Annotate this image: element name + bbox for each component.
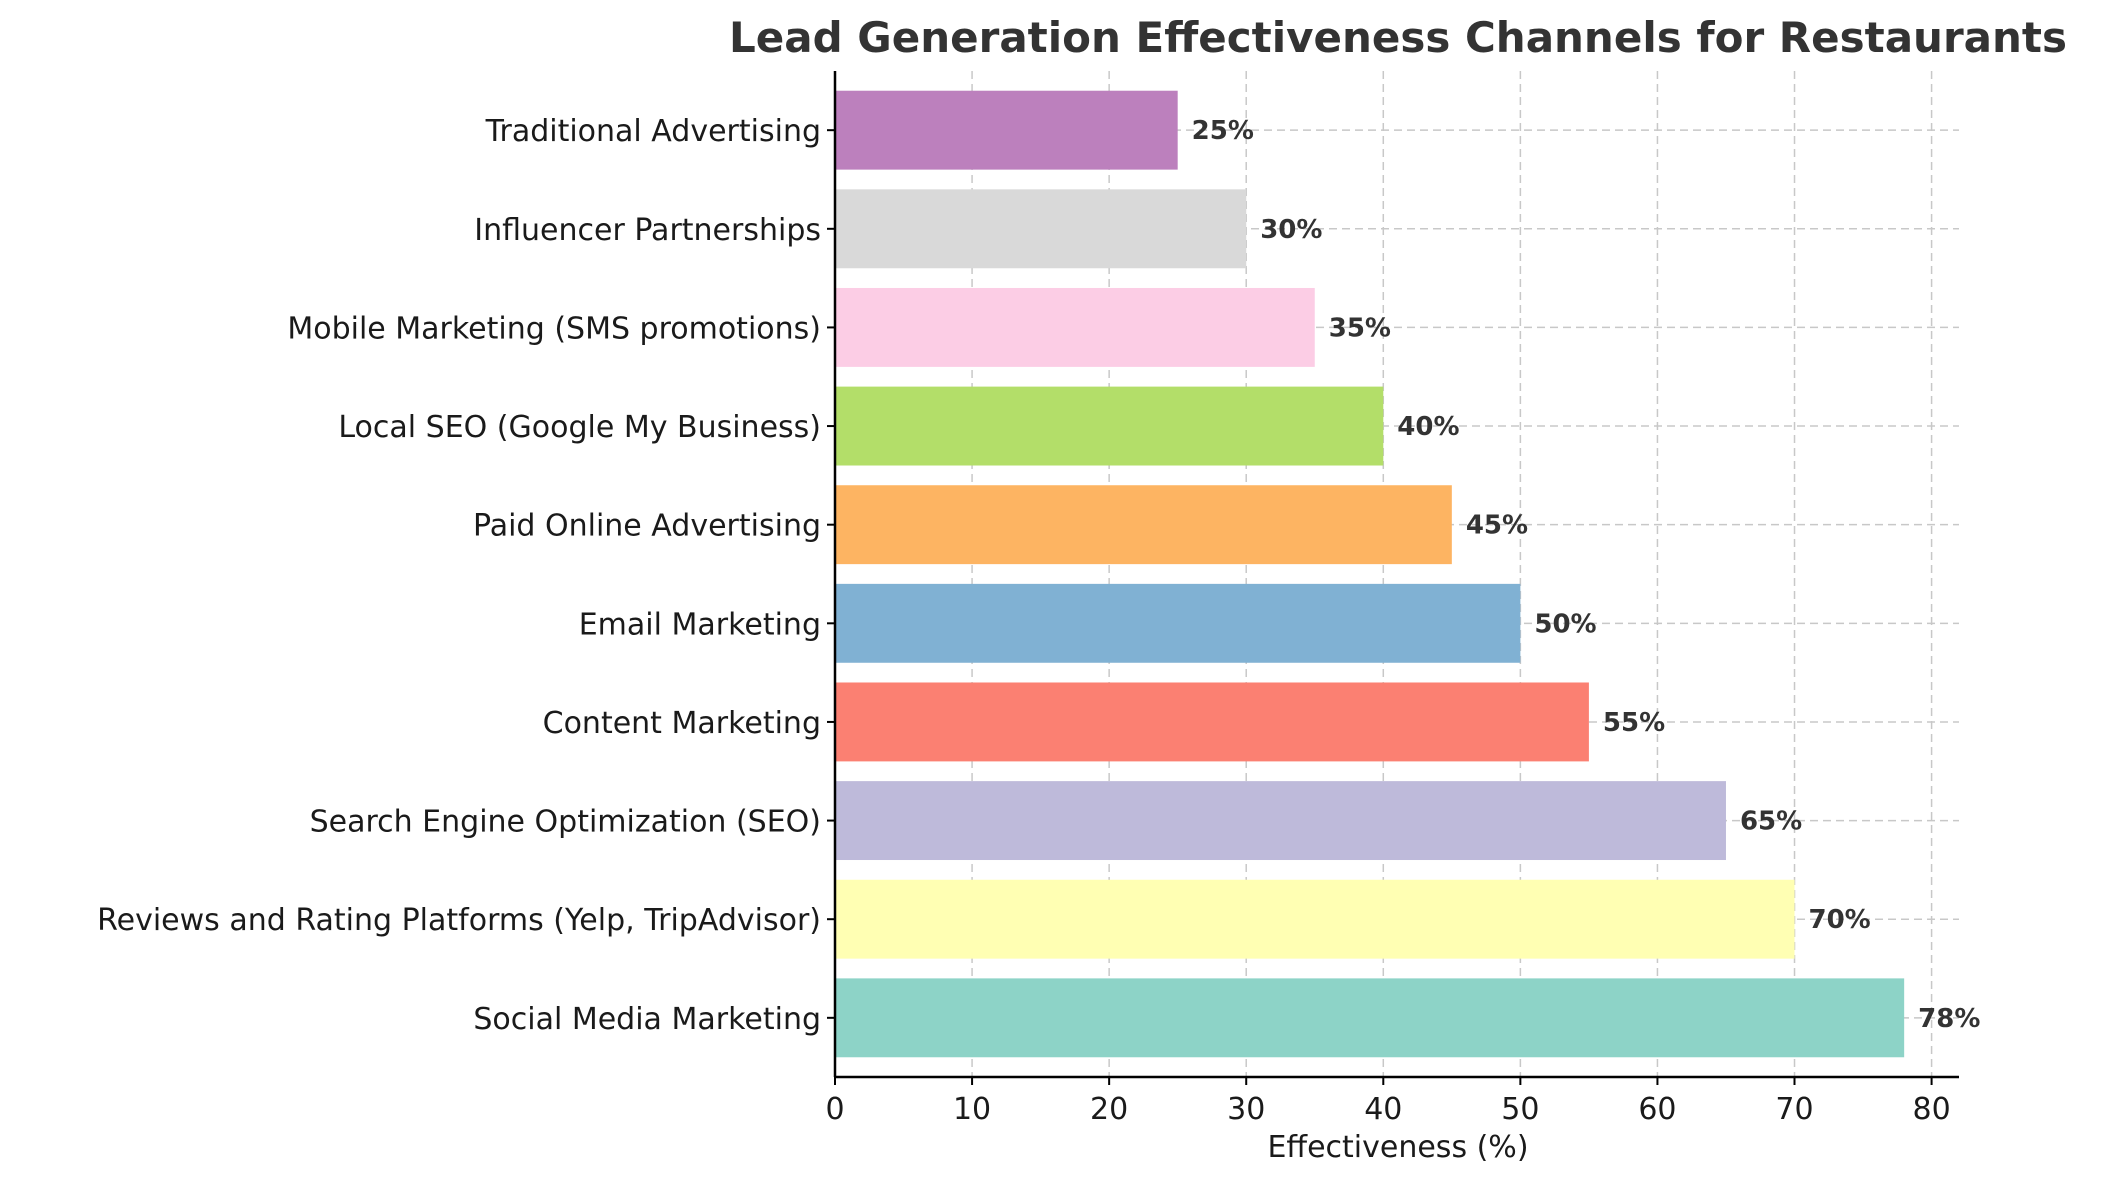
- data-label: 25%: [1192, 116, 1254, 146]
- bar: [835, 682, 1589, 762]
- x-tick-label: 40: [1364, 1092, 1402, 1127]
- data-label: 45%: [1466, 511, 1528, 541]
- y-tick-label: Content Marketing: [543, 706, 821, 741]
- data-label: 35%: [1329, 313, 1391, 343]
- data-label: 30%: [1260, 215, 1322, 245]
- data-label: 40%: [1397, 412, 1459, 442]
- y-tick-label: Local SEO (Google My Business): [338, 410, 821, 445]
- data-label: 78%: [1918, 1004, 1980, 1034]
- x-tick-label: 70: [1775, 1092, 1813, 1127]
- bar: [835, 485, 1452, 565]
- bar: [835, 386, 1384, 466]
- bar: [835, 781, 1726, 861]
- x-tick-label: 80: [1912, 1092, 1950, 1127]
- chart-title: Lead Generation Effectiveness Channels f…: [729, 13, 2067, 62]
- bar: [835, 978, 1905, 1058]
- y-tick-label: Reviews and Rating Platforms (Yelp, Trip…: [97, 903, 821, 938]
- y-tick-label: Search Engine Optimization (SEO): [310, 805, 821, 840]
- bar: [835, 583, 1521, 663]
- bar: [835, 287, 1315, 367]
- x-tick-label: 30: [1227, 1092, 1265, 1127]
- x-tick-label: 20: [1090, 1092, 1128, 1127]
- bar: [835, 879, 1795, 959]
- y-tick-label: Email Marketing: [579, 607, 821, 642]
- bar: [835, 189, 1247, 269]
- x-tick-label: 60: [1638, 1092, 1676, 1127]
- x-tick-label: 10: [953, 1092, 991, 1127]
- axes: Social Media Marketing Reviews and Rating…: [97, 71, 1959, 1127]
- data-label: 50%: [1534, 609, 1596, 639]
- data-label: 65%: [1740, 807, 1802, 837]
- y-tick-label: Influencer Partnerships: [474, 213, 821, 248]
- y-tick-label: Paid Online Advertising: [473, 509, 821, 544]
- x-axis-label: Effectiveness (%): [1267, 1130, 1528, 1165]
- bars: 78% 70% 65% 55% 50% 45% 40% 35% 30% 25%: [835, 90, 1980, 1058]
- x-tick-label: 0: [825, 1092, 844, 1127]
- bar: [835, 90, 1178, 170]
- data-label: 70%: [1809, 905, 1871, 935]
- data-label: 55%: [1603, 708, 1665, 738]
- y-tick-label: Mobile Marketing (SMS promotions): [287, 311, 821, 346]
- y-tick-label: Traditional Advertising: [485, 114, 821, 149]
- y-tick-label: Social Media Marketing: [473, 1002, 821, 1037]
- x-tick-label: 50: [1501, 1092, 1539, 1127]
